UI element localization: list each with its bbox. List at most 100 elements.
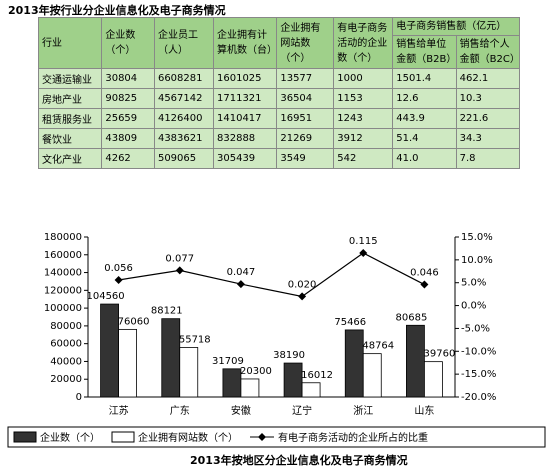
y2-tick-label: 15.0% [461,232,493,243]
table-cell: 6608281 [153,68,215,89]
table-cell: 1601025 [212,68,278,89]
table-cell: 832888 [212,128,278,149]
header-cell: 企业拥有计算机数（台） [212,17,278,69]
y-tick-label: 0 [76,392,82,403]
bar [100,303,119,398]
y-tick-label: 40000 [50,356,82,367]
x-tick-label: 辽宁 [292,404,312,417]
table-cell: 交通运输业 [37,68,103,89]
table-cell: 7.8 [455,148,521,169]
y-tick-label: 180000 [44,232,82,243]
header-cell: 企业拥有网站数（个） [276,17,335,69]
table-cell: 12.6 [392,88,457,109]
table-cell: 4383621 [153,128,215,149]
bar [301,382,321,398]
bar-label: 88121 [151,306,183,317]
line-marker [175,266,184,275]
table-cell: 房地产业 [37,88,103,109]
bar [344,329,364,398]
table-body: 交通运输业 30804 6608281 1601025 13577 1000 1501.4 4… [37,68,521,169]
y2-tick-label: 0.0% [461,301,486,312]
y-tick-label: 20000 [50,374,82,385]
y-tick-label: 140000 [44,268,82,279]
line-marker [114,275,123,284]
table-cell: 4567142 [153,88,215,109]
legend-swatch [111,431,135,443]
line-label: 0.077 [165,253,194,264]
table-cell: 3549 [276,148,335,169]
x-tick-label: 广东 [170,404,190,417]
table-cell: 34.3 [455,128,521,149]
table-row: 房地产业 90825 4567142 1711321 36504 1153 12.6 10.3 [37,88,521,109]
table-cell: 1501.4 [392,68,457,89]
x-tick-label: 安徽 [231,404,251,417]
table-cell: 1410417 [212,108,278,129]
y2-tick-label: -10.0% [461,346,496,357]
bar-label: 104560 [86,291,124,302]
bar [240,378,260,398]
line-marker [298,292,307,301]
table-row: 餐饮业 43809 4383621 832888 21269 3912 51.4 34.3 [37,128,521,149]
table-cell: 1243 [333,108,394,129]
chart-title: 2013年按地区分企业信息化及电子商务情况 [190,453,408,467]
line-marker [236,280,245,289]
bar-label: 39760 [424,349,456,360]
table-cell: 51.4 [392,128,457,149]
header-cell: 电子商务销售额（亿元） [392,17,520,36]
table-cell: 1153 [333,88,394,109]
bar-label: 31709 [212,356,244,367]
legend-label: 有电子商务活动的企业所占的比重 [278,431,428,444]
table-cell: 36504 [276,88,335,109]
bar [406,324,425,398]
y-tick-label: 100000 [44,303,82,314]
bar-label: 20300 [240,366,272,377]
table-cell: 30804 [101,68,155,89]
table-cell: 21269 [276,128,335,149]
table-cell: 租赁服务业 [37,108,103,129]
y-tick-label: 120000 [44,285,82,296]
bar-label: 76060 [118,316,150,327]
table-row: 租赁服务业 25659 4126400 1410417 16951 1243 443.9 22… [37,108,521,129]
table-cell: 16951 [276,108,335,129]
y2-tick-label: -15.0% [461,369,496,380]
line-label: 0.115 [349,236,378,247]
bar-label: 75466 [334,317,366,328]
y2-tick-label: 10.0% [461,255,493,266]
bar-label: 38190 [273,350,305,361]
industry-table: 行业 企业数（个） 企业员工（人） 企业拥有计算机数（台） 企业拥有网站数（个）… [37,17,521,169]
bar-label: 80685 [396,312,428,323]
bar-label: 55718 [179,334,211,345]
legend-label: 企业拥有网站数（个） [138,431,238,444]
y2-tick-label: -20.0% [461,392,496,403]
table-cell: 542 [333,148,394,169]
table-cell: 221.6 [455,108,521,129]
bar [118,328,137,398]
bar [424,361,443,398]
line-label: 0.046 [410,268,439,279]
header-cell: 行业 [37,17,103,69]
bar [283,362,303,398]
table-cell: 305439 [212,148,278,169]
table-cell: 10.3 [455,88,521,109]
line-label: 0.056 [104,263,133,274]
bar-label: 16012 [301,370,333,381]
bar-label: 48764 [362,341,394,352]
x-tick-label: 浙江 [353,405,373,417]
legend-label: 企业数（个） [40,431,100,444]
x-tick-label: 山东 [414,404,434,417]
header-cell: 有电子商务活动的企业数（个） [333,17,394,69]
y-tick-label: 60000 [50,339,82,350]
table-cell: 462.1 [455,68,521,89]
table-row: 交通运输业 30804 6608281 1601025 13577 1000 1501.4 4… [37,68,521,89]
y-tick-label: 80000 [50,321,82,332]
table-cell: 1000 [333,68,394,89]
legend-marker [258,433,266,441]
table-cell: 90825 [101,88,155,109]
y2-tick-label: 5.0% [461,278,486,289]
table-cell: 4262 [101,148,155,169]
bar [362,353,382,398]
table-cell: 43809 [101,128,155,149]
line-label: 0.047 [227,267,256,278]
y2-tick-label: -5.0% [461,323,490,334]
